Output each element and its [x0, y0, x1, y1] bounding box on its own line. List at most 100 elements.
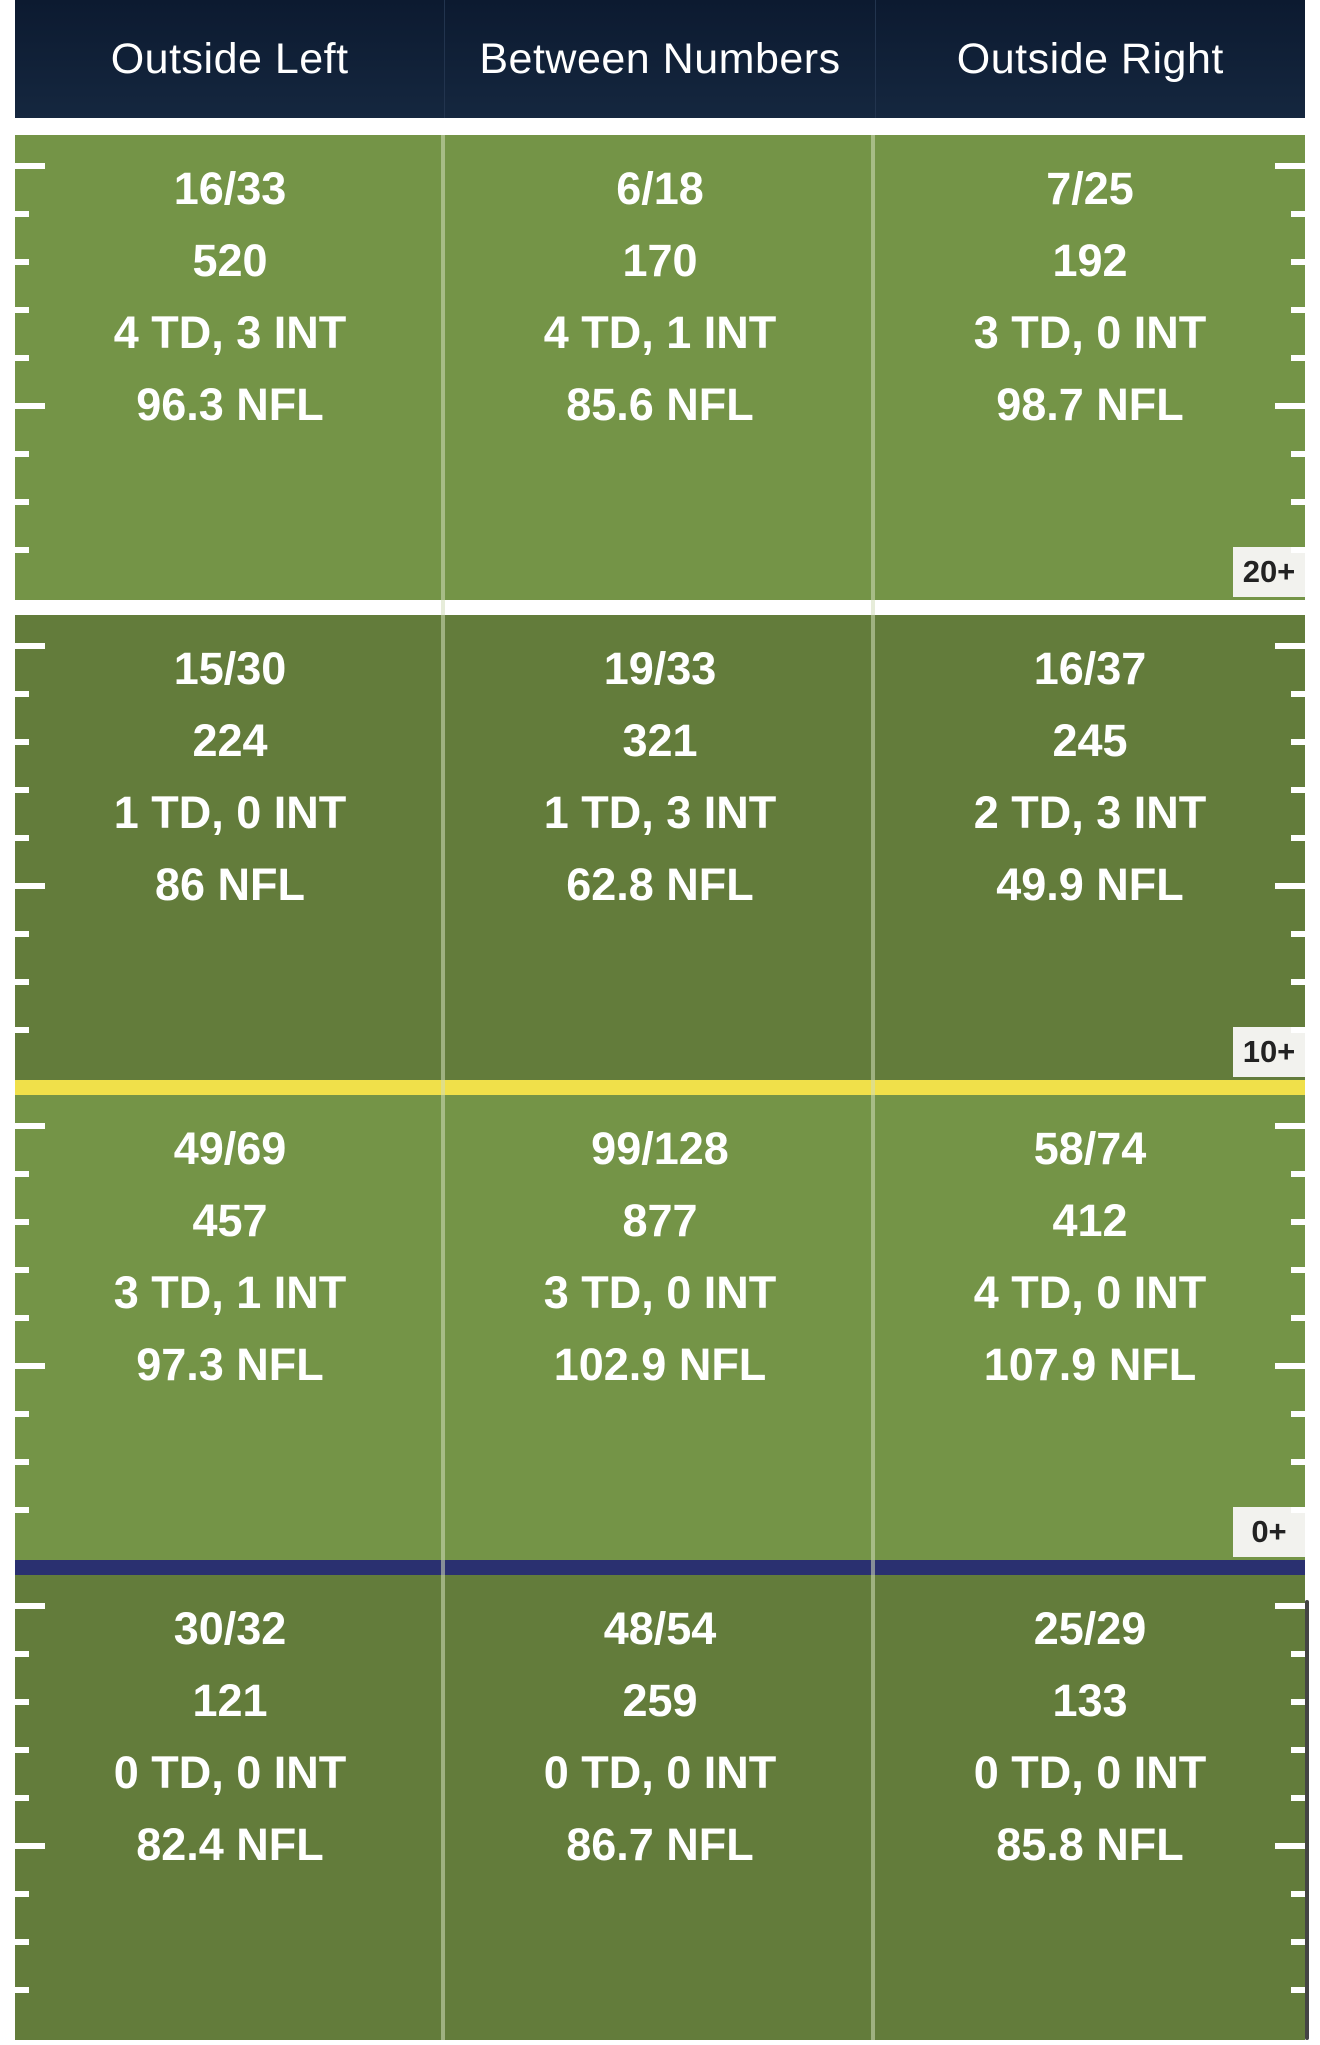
- completions-attempts: 19/33: [603, 643, 717, 694]
- cell-deep-outside-left[interactable]: 16/33 520 4 TD, 3 INT 96.3 NFL: [15, 135, 445, 600]
- yard-tick: [15, 259, 29, 265]
- cell-short-outside-left[interactable]: 49/69 457 3 TD, 1 INT 97.3 NFL: [15, 1095, 445, 1560]
- yard-tick: [1275, 1123, 1305, 1129]
- completions-attempts: 48/54: [603, 1603, 717, 1654]
- header-outside-left: Outside Left: [15, 0, 446, 118]
- yard-tick: [1275, 883, 1305, 889]
- yard-tick: [1291, 1507, 1305, 1513]
- yard-tick: [15, 1267, 29, 1273]
- yard-tick: [1291, 259, 1305, 265]
- yard-tick: [1291, 1987, 1305, 1993]
- yard-tick: [15, 1459, 29, 1465]
- yard-tick: [15, 739, 29, 745]
- yard-tick: [1291, 1315, 1305, 1321]
- completions-attempts: 30/32: [173, 1603, 287, 1654]
- yard-tick: [15, 1603, 45, 1609]
- scrollbar[interactable]: [1305, 1600, 1309, 2040]
- td-int: 0 TD, 0 INT: [543, 1747, 777, 1798]
- td-int: 4 TD, 3 INT: [113, 307, 347, 358]
- yards: 170: [622, 235, 698, 286]
- passer-rating: 107.9 NFL: [983, 1339, 1197, 1390]
- yard-tick: [1291, 1219, 1305, 1225]
- yard-tick: [15, 1747, 29, 1753]
- yards: 520: [192, 235, 268, 286]
- td-int: 0 TD, 0 INT: [113, 1747, 347, 1798]
- yard-tick: [15, 1027, 29, 1033]
- completions-attempts: 15/30: [173, 643, 287, 694]
- yard-tick: [15, 1699, 29, 1705]
- cell-deep-between-numbers[interactable]: 6/18 170 4 TD, 1 INT 85.6 NFL: [445, 135, 875, 600]
- yards: 133: [1052, 1675, 1128, 1726]
- yard-tick: [15, 787, 29, 793]
- yard-tick: [15, 931, 29, 937]
- yards: 259: [622, 1675, 698, 1726]
- cell-behind-between-numbers[interactable]: 48/54 259 0 TD, 0 INT 86.7 NFL: [445, 1575, 875, 2040]
- td-int: 0 TD, 0 INT: [973, 1747, 1207, 1798]
- depth-label-10-plus: 10+: [1233, 1027, 1305, 1077]
- cell-short-outside-right[interactable]: 58/74 412 4 TD, 0 INT 107.9 NFL: [875, 1095, 1305, 1560]
- yard-tick: [1275, 403, 1305, 409]
- yard-tick: [1291, 835, 1305, 841]
- passer-rating: 98.7 NFL: [996, 379, 1184, 430]
- passer-rating: 85.8 NFL: [996, 1819, 1184, 1870]
- yard-tick: [1291, 691, 1305, 697]
- passer-rating: 49.9 NFL: [996, 859, 1184, 910]
- td-int: 1 TD, 3 INT: [543, 787, 777, 838]
- td-int: 2 TD, 3 INT: [973, 787, 1207, 838]
- passer-rating: 86.7 NFL: [566, 1819, 754, 1870]
- yard-tick: [1291, 1651, 1305, 1657]
- td-int: 1 TD, 0 INT: [113, 787, 347, 838]
- yard-tick: [1291, 451, 1305, 457]
- yard-tick: [1275, 1843, 1305, 1849]
- yards: 121: [192, 1675, 268, 1726]
- zone-deep: 16/33 520 4 TD, 3 INT 96.3 NFL 6/18 170 …: [15, 135, 1305, 600]
- passer-rating: 97.3 NFL: [136, 1339, 324, 1390]
- yard-tick: [15, 451, 29, 457]
- yard-tick: [1291, 355, 1305, 361]
- cell-intermediate-outside-right[interactable]: 16/37 245 2 TD, 3 INT 49.9 NFL: [875, 615, 1305, 1080]
- yard-tick: [15, 1171, 29, 1177]
- cell-short-between-numbers[interactable]: 99/128 877 3 TD, 0 INT 102.9 NFL: [445, 1095, 875, 1560]
- yards: 321: [622, 715, 698, 766]
- yard-tick: [1291, 979, 1305, 985]
- yard-tick: [1291, 1891, 1305, 1897]
- hash-line-right: [871, 135, 875, 2040]
- yard-tick: [1275, 1603, 1305, 1609]
- yard-tick: [1291, 547, 1305, 553]
- td-int: 4 TD, 0 INT: [973, 1267, 1207, 1318]
- yard-tick: [15, 883, 45, 889]
- yard-tick: [1291, 1795, 1305, 1801]
- cell-intermediate-outside-left[interactable]: 15/30 224 1 TD, 0 INT 86 NFL: [15, 615, 445, 1080]
- completions-attempts: 25/29: [1033, 1603, 1147, 1654]
- completions-attempts: 16/37: [1033, 643, 1147, 694]
- yards: 245: [1052, 715, 1128, 766]
- hash-line-left: [441, 135, 445, 2040]
- yards: 412: [1052, 1195, 1128, 1246]
- yard-tick: [15, 979, 29, 985]
- white-separator-line: [15, 600, 1305, 615]
- yard-tick: [15, 499, 29, 505]
- td-int: 3 TD, 0 INT: [973, 307, 1207, 358]
- cell-behind-outside-right[interactable]: 25/29 133 0 TD, 0 INT 85.8 NFL: [875, 1575, 1305, 2040]
- cell-intermediate-between-numbers[interactable]: 19/33 321 1 TD, 3 INT 62.8 NFL: [445, 615, 875, 1080]
- yard-tick: [1275, 1363, 1305, 1369]
- yard-tick: [15, 211, 29, 217]
- cell-behind-outside-left[interactable]: 30/32 121 0 TD, 0 INT 82.4 NFL: [15, 1575, 445, 2040]
- line-of-scrimmage: [15, 1560, 1305, 1575]
- yard-tick: [15, 1939, 29, 1945]
- completions-attempts: 99/128: [591, 1123, 729, 1174]
- cell-deep-outside-right[interactable]: 7/25 192 3 TD, 0 INT 98.7 NFL: [875, 135, 1305, 600]
- yard-tick: [15, 547, 29, 553]
- yard-tick: [1291, 1267, 1305, 1273]
- column-header-bar: Outside Left Between Numbers Outside Rig…: [15, 0, 1305, 118]
- yard-tick: [1291, 1747, 1305, 1753]
- yard-tick: [15, 1363, 45, 1369]
- yard-tick: [15, 1219, 29, 1225]
- yard-tick: [1291, 931, 1305, 937]
- yard-tick: [1275, 643, 1305, 649]
- yard-tick: [15, 1123, 45, 1129]
- passing-field-chart: 16/33 520 4 TD, 3 INT 96.3 NFL 6/18 170 …: [15, 135, 1305, 2040]
- yard-tick: [15, 163, 45, 169]
- yard-tick: [15, 691, 29, 697]
- passer-rating: 82.4 NFL: [136, 1819, 324, 1870]
